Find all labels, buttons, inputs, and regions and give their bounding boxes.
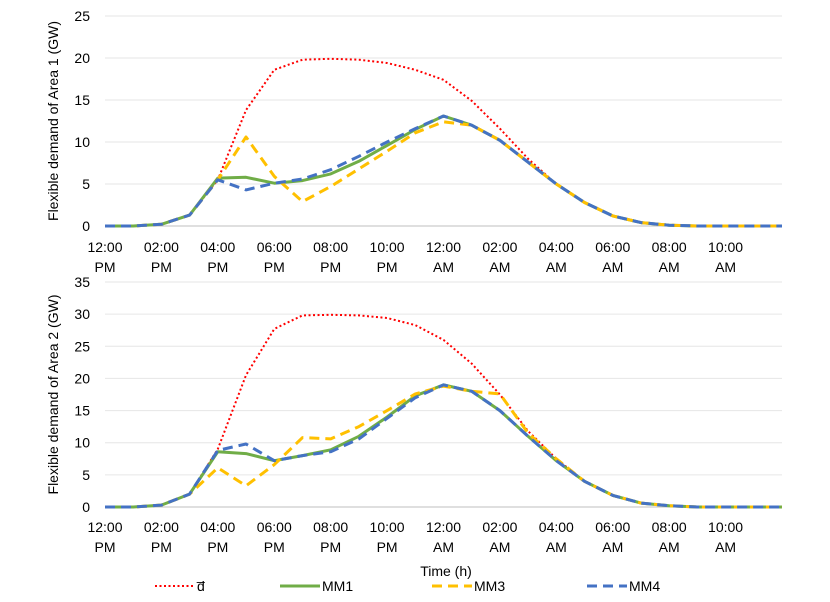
y-tick-label: 0 bbox=[82, 218, 90, 234]
x-tick-label: PM bbox=[207, 259, 228, 275]
x-tick-label: PM bbox=[320, 539, 341, 555]
chart-panel-area-2: 0 5 10 15 20 25 30 35 12:00 PM 02:00 PM 04:00 PM 06:00… bbox=[45, 274, 782, 555]
y-tick-label: 10 bbox=[74, 435, 90, 451]
legend-label-mm3: MM3 bbox=[474, 578, 505, 594]
legend: d̅ MM1 MM3 MM4 bbox=[155, 578, 660, 594]
x-tick-label: 12:00 bbox=[87, 519, 122, 535]
x-tick-label: 02:00 bbox=[482, 519, 517, 535]
x-tick-label: AM bbox=[715, 539, 736, 555]
x-tick-label: 04:00 bbox=[539, 519, 574, 535]
x-tick-label: 04:00 bbox=[539, 239, 574, 255]
legend-label-mm4: MM4 bbox=[629, 578, 660, 594]
series-line-mm3 bbox=[105, 120, 782, 228]
legend-label-mm1: MM1 bbox=[322, 578, 353, 594]
x-tick-label: PM bbox=[377, 259, 398, 275]
x-tick-label: PM bbox=[264, 259, 285, 275]
x-tick-label: 10:00 bbox=[708, 519, 743, 535]
x-tick-label: 08:00 bbox=[652, 239, 687, 255]
x-tick-label: 04:00 bbox=[200, 239, 235, 255]
x-tick-label: PM bbox=[264, 539, 285, 555]
y-tick-label: 20 bbox=[74, 370, 90, 386]
x-tick-label: AM bbox=[546, 259, 567, 275]
x-tick-label: AM bbox=[715, 259, 736, 275]
x-tick-label: 08:00 bbox=[652, 519, 687, 535]
x-tick-label: PM bbox=[151, 539, 172, 555]
y-tick-label: 25 bbox=[74, 338, 90, 354]
y-tick-label: 15 bbox=[74, 92, 90, 108]
x-tick-label: 06:00 bbox=[257, 239, 292, 255]
x-tick-label: 02:00 bbox=[482, 239, 517, 255]
y-axis-title: Flexible demand of Area 1 (GW) bbox=[45, 21, 61, 221]
y-tick-label: 10 bbox=[74, 134, 90, 150]
y-tick-label: 25 bbox=[74, 8, 90, 24]
x-tick-label: 08:00 bbox=[313, 519, 348, 535]
x-tick-label: AM bbox=[433, 259, 454, 275]
x-tick-label: PM bbox=[151, 259, 172, 275]
series-line-mm3 bbox=[105, 384, 782, 509]
x-tick-label: AM bbox=[489, 259, 510, 275]
y-tick-label: 35 bbox=[74, 274, 90, 290]
y-tick-label: 20 bbox=[74, 50, 90, 66]
x-tick-label: AM bbox=[433, 539, 454, 555]
x-tick-label: 04:00 bbox=[200, 519, 235, 535]
x-tick-label: AM bbox=[659, 539, 680, 555]
y-tick-label: 0 bbox=[82, 499, 90, 515]
x-tick-label: AM bbox=[546, 539, 567, 555]
x-tick-label: PM bbox=[320, 259, 341, 275]
x-tick-label: 02:00 bbox=[144, 239, 179, 255]
x-tick-label: AM bbox=[659, 259, 680, 275]
x-tick-label: AM bbox=[489, 539, 510, 555]
x-axis-title: Time (h) bbox=[420, 563, 472, 579]
x-tick-label: 12:00 bbox=[87, 239, 122, 255]
x-tick-label: PM bbox=[207, 539, 228, 555]
x-tick-label: PM bbox=[377, 539, 398, 555]
y-axis-title: Flexible demand of Area 2 (GW) bbox=[45, 295, 61, 495]
legend-label-d-bar: d̅ bbox=[196, 578, 206, 594]
x-tick-label: AM bbox=[602, 259, 623, 275]
x-tick-label: 02:00 bbox=[144, 519, 179, 535]
x-tick-label: AM bbox=[602, 539, 623, 555]
x-tick-label: 10:00 bbox=[708, 239, 743, 255]
x-tick-label: 08:00 bbox=[313, 239, 348, 255]
x-tick-label: 06:00 bbox=[595, 519, 630, 535]
y-tick-label: 15 bbox=[74, 403, 90, 419]
y-tick-label: 5 bbox=[82, 176, 90, 192]
x-tick-label: 10:00 bbox=[370, 519, 405, 535]
x-tick-label: 06:00 bbox=[595, 239, 630, 255]
series-line-mm4 bbox=[105, 114, 782, 228]
x-tick-label: 12:00 bbox=[426, 519, 461, 535]
y-tick-label: 5 bbox=[82, 467, 90, 483]
series-line-mm1 bbox=[105, 114, 782, 228]
x-tick-label: PM bbox=[95, 539, 116, 555]
x-tick-label: 12:00 bbox=[426, 239, 461, 255]
x-tick-label: PM bbox=[95, 259, 116, 275]
y-tick-label: 30 bbox=[74, 306, 90, 322]
series-line-mm4 bbox=[105, 383, 782, 509]
chart-panel-area-1: 0 5 10 15 20 25 12:00 PM 02:00 PM 04:00 PM 06:00 PM 08… bbox=[45, 8, 782, 275]
x-tick-label: 10:00 bbox=[370, 239, 405, 255]
series-line-mm1 bbox=[105, 383, 782, 509]
x-tick-label: 06:00 bbox=[257, 519, 292, 535]
